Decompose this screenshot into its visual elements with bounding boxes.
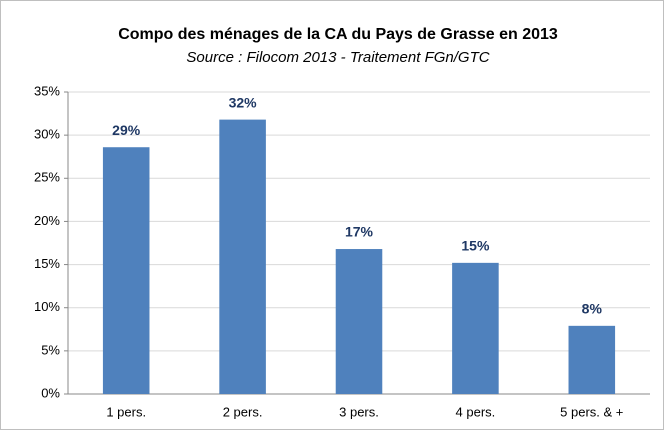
chart-subtitle: Source : Filocom 2013 - Traitement FGn/G… <box>186 49 489 66</box>
y-tick-label: 5% <box>41 342 60 357</box>
x-tick-label: 4 pers. <box>456 404 496 419</box>
data-label: 15% <box>461 238 490 254</box>
y-tick-label: 15% <box>34 256 60 271</box>
data-label: 17% <box>345 224 374 240</box>
data-label: 32% <box>229 94 258 110</box>
y-tick-label: 20% <box>34 213 60 228</box>
bar <box>452 262 499 394</box>
y-tick-label: 10% <box>34 299 60 314</box>
bar <box>219 119 266 395</box>
y-tick-label: 0% <box>41 385 60 400</box>
data-label: 29% <box>112 122 141 138</box>
data-label: 8% <box>582 301 603 317</box>
x-tick-label: 1 pers. <box>106 404 146 419</box>
y-tick-label: 35% <box>34 83 60 98</box>
bar <box>335 249 383 394</box>
x-tick-label: 5 pers. & + <box>560 404 623 419</box>
y-tick-label: 30% <box>34 127 60 142</box>
x-tick-label: 2 pers. <box>223 404 263 419</box>
chart-title: Compo des ménages de la CA du Pays de Gr… <box>118 26 558 43</box>
bar <box>568 325 616 394</box>
y-tick-label: 25% <box>34 170 60 185</box>
x-tick-label: 3 pers. <box>339 404 379 419</box>
bar <box>102 147 150 394</box>
